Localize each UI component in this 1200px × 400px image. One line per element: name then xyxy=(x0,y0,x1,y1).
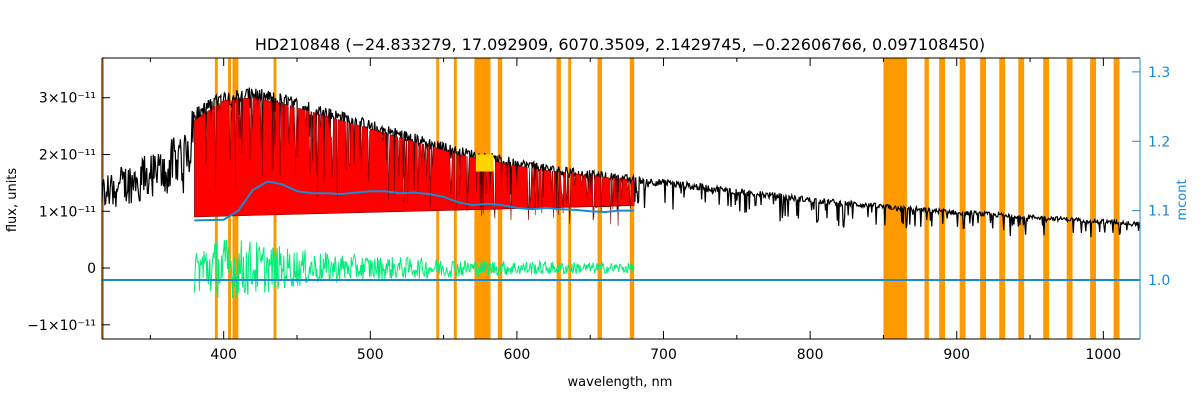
masked-region xyxy=(1066,58,1073,339)
x-tick-label: 1000 xyxy=(1086,347,1122,363)
y-tick-label: 1×10⁻¹¹ xyxy=(39,204,96,220)
chart-title: HD210848 (−24.833279, 17.092909, 6070.35… xyxy=(255,35,985,54)
residuals xyxy=(193,239,635,299)
mcont-curve xyxy=(102,180,1140,282)
x-tick-label: 400 xyxy=(210,347,237,363)
mcont-line xyxy=(194,180,635,222)
y-tick-label: 3×10⁻¹¹ xyxy=(39,91,96,107)
y-tick-label: 0 xyxy=(87,261,96,277)
y2-axis-label: mcont xyxy=(1175,179,1190,220)
y-tick-label: −1×10⁻¹¹ xyxy=(27,318,96,334)
x-axis-label: wavelength, nm xyxy=(568,375,673,390)
masked-region xyxy=(1113,58,1120,339)
x-tick-label: 800 xyxy=(797,347,824,363)
masked-region xyxy=(568,58,572,339)
masked-region xyxy=(939,58,946,339)
x-tick-label: 900 xyxy=(943,347,970,363)
masked-region xyxy=(1018,58,1025,339)
axes: 400 500 600 700 800 900 1000 −1×10⁻¹¹ 0 1×10⁻¹¹ 2×… xyxy=(27,57,1170,363)
model-fill xyxy=(194,97,635,227)
model-highlight xyxy=(475,154,494,172)
masked-region xyxy=(1043,58,1050,339)
model-spectrum xyxy=(194,97,635,227)
masked-region xyxy=(999,58,1006,339)
x-tick-label: 700 xyxy=(650,347,677,363)
masked-region xyxy=(1090,58,1097,339)
y2-tick-label: 1.1 xyxy=(1148,204,1170,220)
x-tick-label: 500 xyxy=(357,347,384,363)
masked-region xyxy=(102,58,104,339)
masked-region xyxy=(883,58,907,339)
y2-tick-label: 1.2 xyxy=(1148,134,1170,150)
y2-tick-label: 1.3 xyxy=(1148,65,1170,81)
x-tick-label: 600 xyxy=(504,347,531,363)
y-axis-label: flux, units xyxy=(5,168,20,233)
masked-region xyxy=(924,58,929,339)
masked-region xyxy=(959,58,966,339)
masked-region xyxy=(980,58,987,339)
residual-line xyxy=(193,239,635,299)
y-tick-label: 2×10⁻¹¹ xyxy=(39,148,96,164)
y2-tick-label: 1.0 xyxy=(1148,273,1170,289)
